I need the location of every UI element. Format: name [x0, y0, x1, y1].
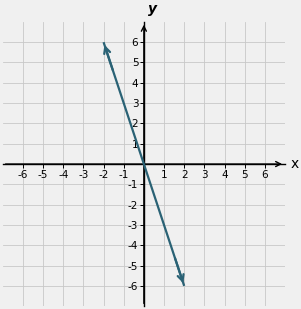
- Text: y: y: [148, 2, 157, 16]
- Text: x: x: [291, 157, 299, 171]
